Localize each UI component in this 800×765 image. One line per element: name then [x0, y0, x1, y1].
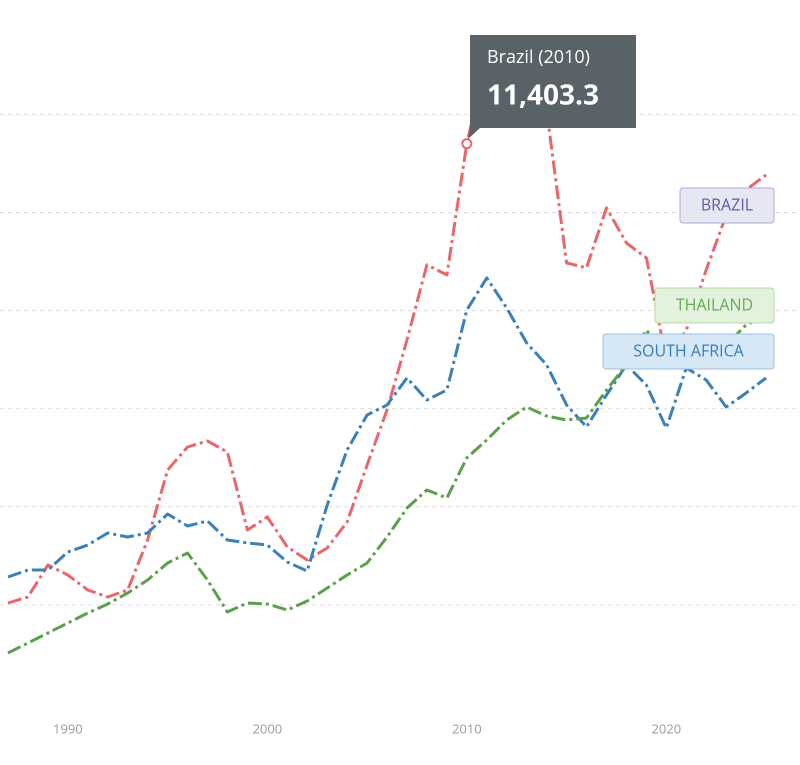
- series-label: THAILAND: [676, 293, 753, 315]
- series-label: SOUTH AFRICA: [633, 339, 744, 361]
- tooltip-value: 11,403.3: [487, 75, 599, 113]
- series-line: [7, 54, 767, 605]
- series-label-box: [679, 187, 775, 224]
- series-label-box: [602, 333, 775, 370]
- tooltip-title: Brazil (2010): [487, 45, 590, 69]
- series-label: BRAZIL: [701, 193, 753, 215]
- series-line: [7, 276, 768, 579]
- tooltip-box: [468, 35, 636, 139]
- x-tick-label: 2020: [651, 719, 681, 737]
- x-tick-label: 1990: [53, 719, 83, 737]
- x-tick-label: 2010: [452, 719, 482, 737]
- series-label-box: [654, 287, 775, 324]
- hover-point: [461, 138, 473, 150]
- x-tick-label: 2000: [252, 719, 282, 737]
